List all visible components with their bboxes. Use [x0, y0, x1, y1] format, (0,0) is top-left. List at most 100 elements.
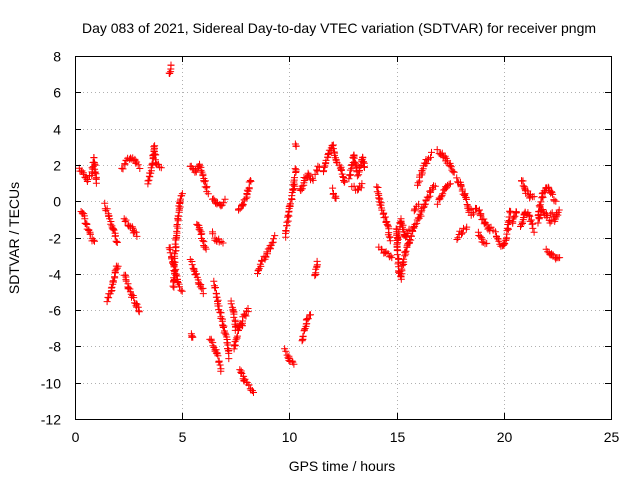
x-tick-label: 5 [179, 429, 187, 445]
y-tick-label: 4 [53, 122, 61, 138]
data-point [450, 168, 458, 176]
data-point [220, 199, 228, 207]
data-point [151, 150, 159, 158]
data-point [483, 239, 491, 247]
data-point [534, 219, 542, 227]
data-point [111, 273, 119, 281]
data-point [284, 213, 291, 221]
data-point [386, 237, 394, 245]
data-point [410, 224, 418, 232]
data-point [374, 184, 382, 191]
data-point [484, 225, 492, 233]
data-point [381, 213, 389, 221]
data-point [454, 234, 462, 242]
data-point [219, 324, 227, 331]
data-point [444, 181, 451, 189]
y-tick-label: -2 [49, 231, 62, 247]
data-point [199, 237, 207, 245]
y-tick-label: -4 [49, 267, 62, 283]
data-point [214, 302, 222, 310]
data-point [290, 360, 298, 368]
data-point [470, 210, 477, 218]
x-tick-label: 15 [390, 429, 406, 445]
data-point [112, 232, 119, 240]
data-point [555, 206, 563, 214]
y-tick-label: 8 [53, 49, 61, 65]
data-point [238, 321, 246, 329]
data-point [328, 142, 336, 150]
data-point [174, 224, 182, 232]
data-point [132, 228, 140, 236]
data-point [536, 214, 543, 222]
data-point [445, 180, 453, 188]
data-point [424, 194, 432, 202]
data-point [219, 239, 227, 247]
data-point [133, 300, 141, 308]
data-point [238, 370, 246, 377]
data-point [121, 160, 129, 168]
data-point [437, 193, 445, 201]
data-point [217, 367, 225, 375]
data-point [144, 177, 152, 185]
data-point [439, 190, 447, 198]
data-point [255, 266, 262, 274]
data-point [433, 146, 441, 154]
data-point [463, 201, 471, 208]
data-point [552, 197, 560, 205]
data-point [358, 180, 366, 188]
data-point [513, 208, 520, 216]
y-tick-label: -12 [41, 412, 61, 428]
data-point [394, 234, 402, 241]
data-point [395, 268, 402, 276]
data-point [537, 198, 545, 206]
data-point [267, 245, 274, 253]
data-point [378, 206, 386, 214]
data-point [483, 221, 491, 229]
data-point [196, 226, 204, 234]
data-point [491, 228, 499, 236]
y-axis-ticks: -12 -10 -8 -6 -4 -2 0 2 4 6 8 [41, 49, 611, 428]
data-point [292, 166, 300, 174]
data-point [135, 307, 143, 315]
data-point [402, 247, 410, 255]
data-point [200, 178, 208, 186]
data-point [482, 219, 490, 227]
data-point [270, 235, 277, 243]
data-point [103, 298, 111, 306]
data-point [286, 200, 294, 208]
data-point [446, 180, 454, 188]
data-point [86, 230, 94, 238]
data-point [291, 174, 298, 182]
data-point [189, 333, 197, 341]
data-point [196, 162, 204, 170]
data-point [357, 184, 365, 192]
data-point [110, 278, 117, 286]
data-point [221, 195, 229, 203]
data-point [125, 284, 133, 292]
y-tick-label: 0 [53, 194, 61, 210]
data-point [282, 347, 290, 355]
data-point [244, 305, 252, 312]
data-point [337, 167, 345, 174]
data-point [339, 173, 347, 181]
data-point [212, 284, 219, 291]
data-point [413, 219, 421, 227]
data-point [204, 190, 212, 198]
data-point [433, 200, 441, 208]
data-point [216, 361, 224, 369]
data-point [245, 178, 253, 186]
data-point [235, 206, 243, 214]
data-point [543, 212, 551, 219]
data-point [92, 179, 100, 187]
data-point [479, 238, 487, 246]
data-point [112, 237, 120, 245]
data-point [178, 287, 186, 295]
data-point [438, 149, 446, 157]
y-tick-label: -8 [49, 339, 62, 355]
data-point [221, 329, 229, 337]
data-point [305, 171, 313, 179]
data-point [166, 70, 174, 77]
data-point [313, 257, 321, 265]
data-point [462, 196, 470, 203]
data-point [530, 193, 538, 201]
